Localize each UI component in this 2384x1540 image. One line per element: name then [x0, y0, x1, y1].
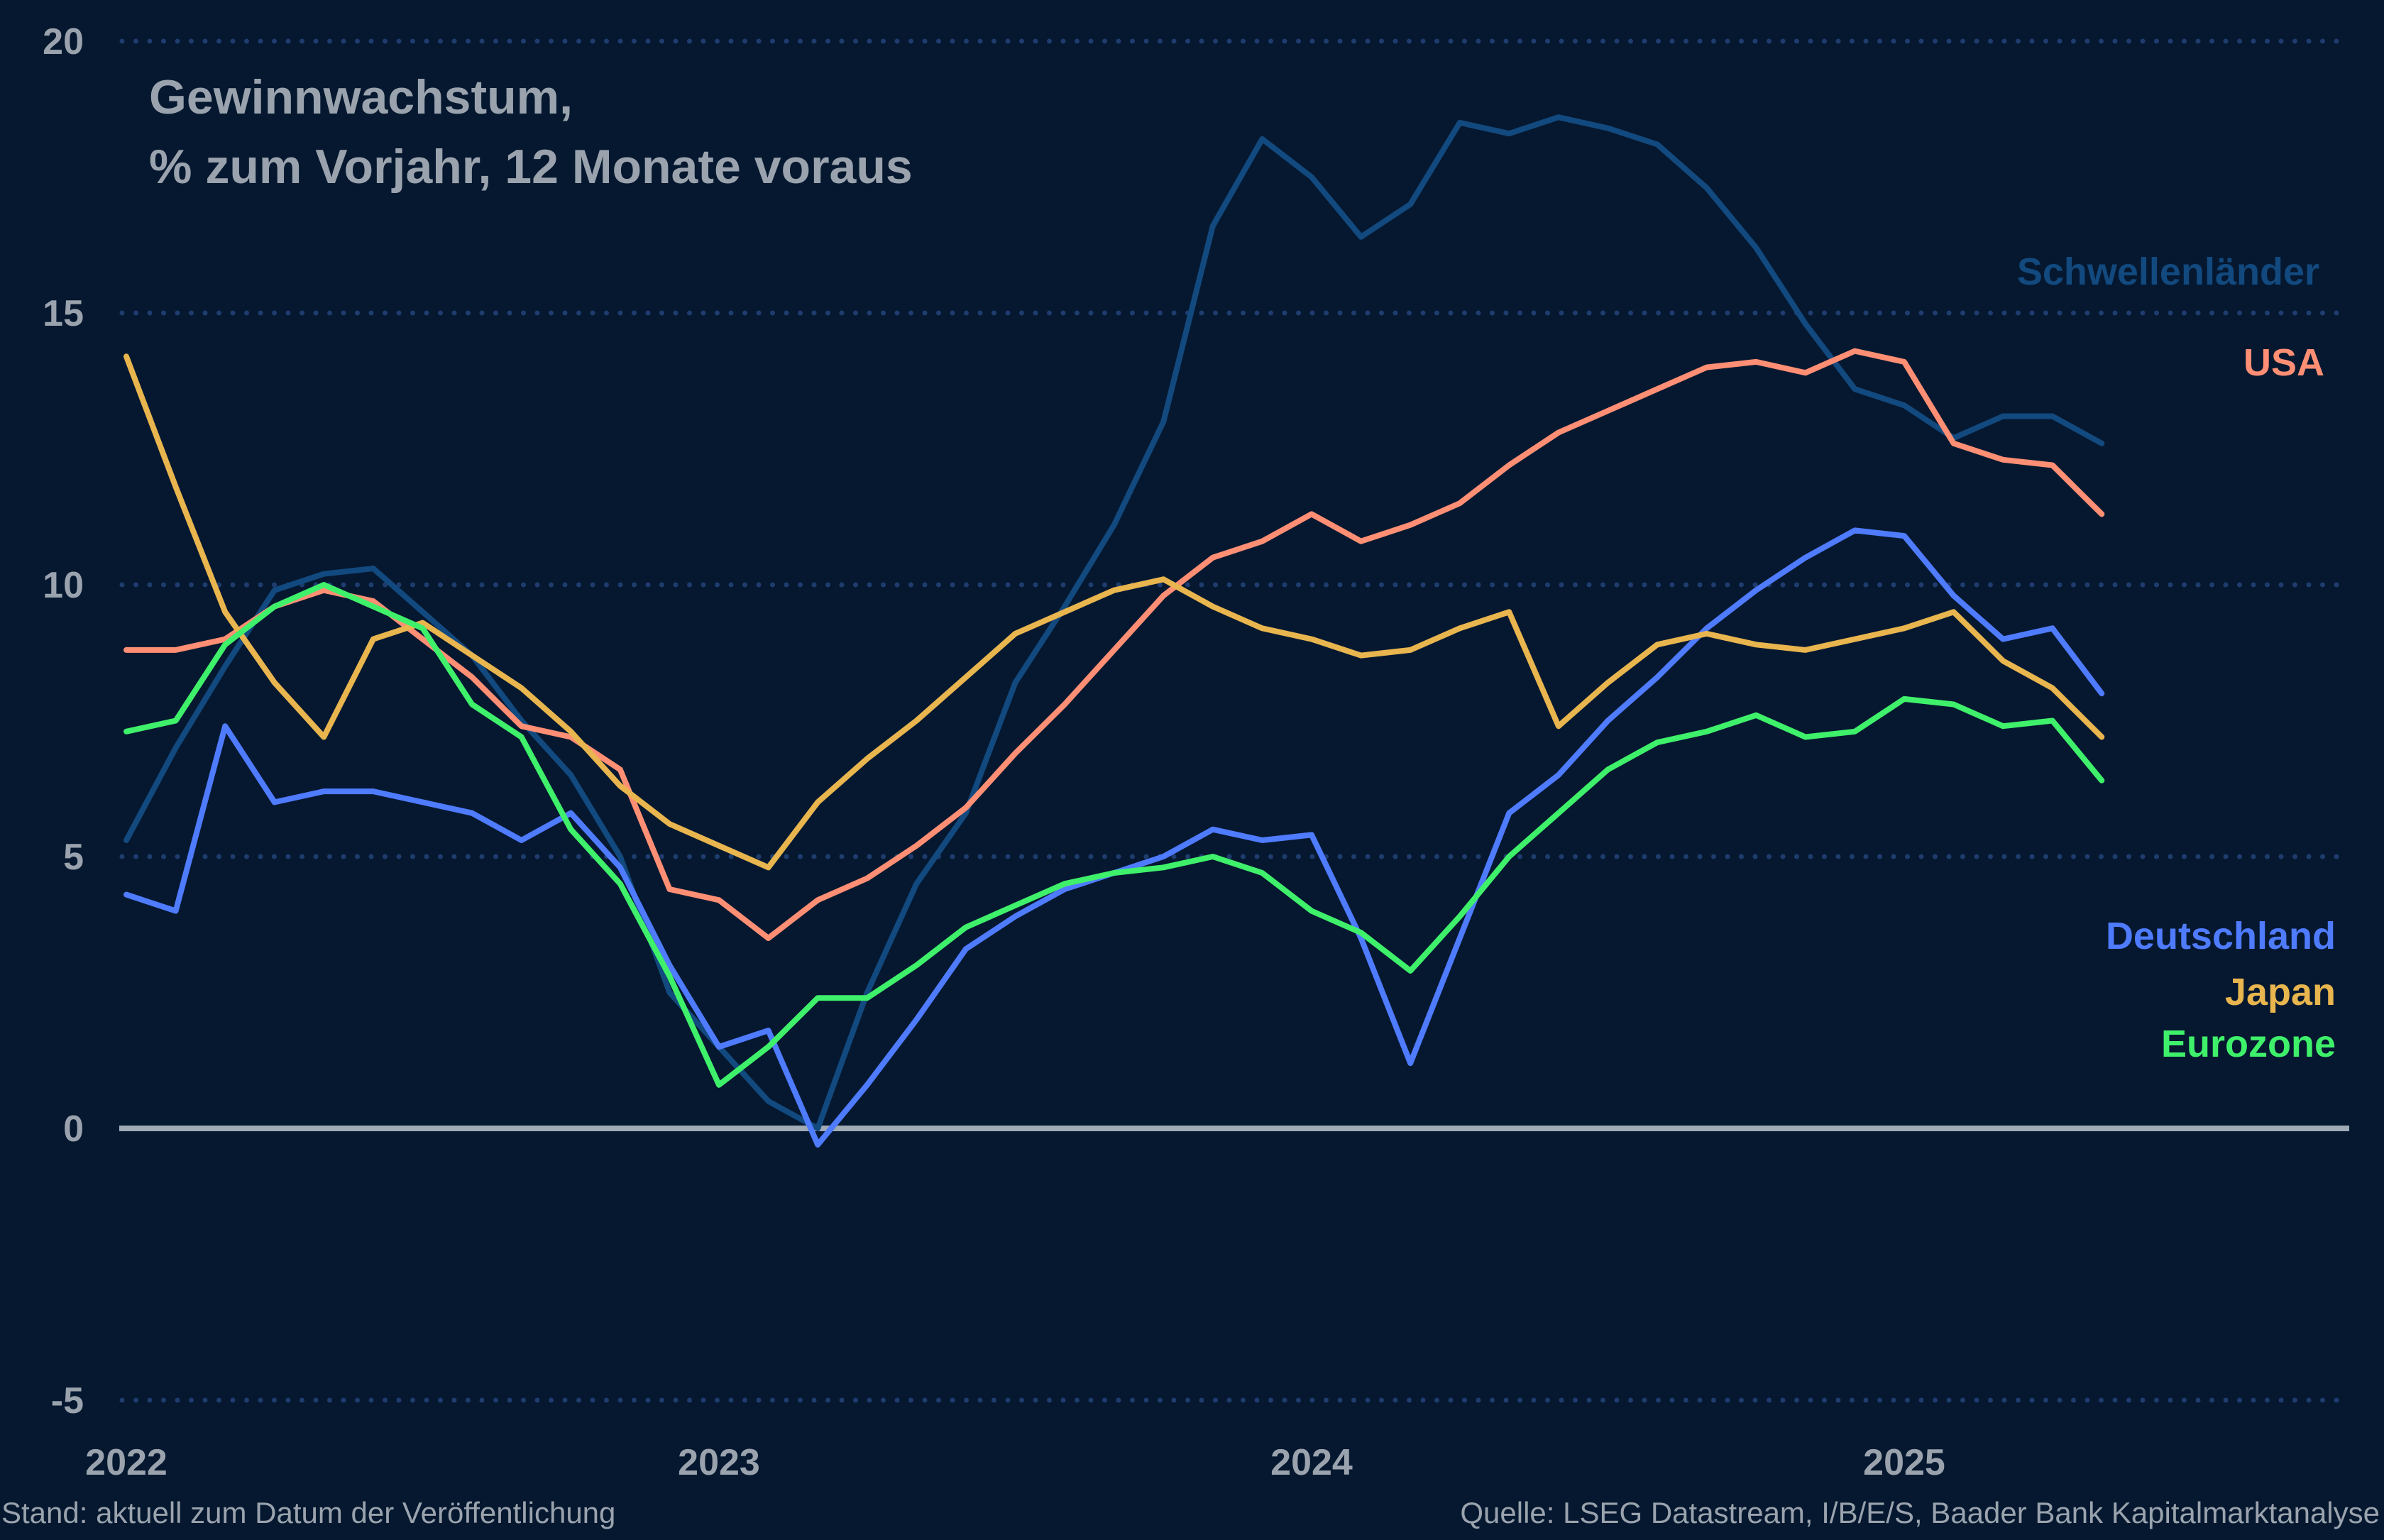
label-deutschland: Deutschland: [2105, 915, 2336, 957]
gridlines: [119, 38, 2352, 1403]
x-tick-label: 2025: [1863, 1442, 1945, 1483]
label-eurozone: Eurozone: [2160, 1023, 2336, 1065]
y-tick-label: 5: [63, 837, 84, 878]
x-tick-label: 2023: [678, 1442, 760, 1483]
series-lines: [123, 114, 2105, 1148]
chart-title-line-2: % zum Vorjahr, 12 Monate voraus: [149, 140, 913, 194]
footer-date-note: Stand: aktuell zum Datum der Veröffentli…: [1, 1496, 616, 1529]
label-usa: USA: [2243, 341, 2324, 384]
chart-title-line-1: Gewinnwachstum,: [149, 70, 573, 124]
series-line-usa: [123, 348, 2105, 941]
label-schwellenlaender: Schwellenländer: [2016, 251, 2319, 293]
y-tick-label: 15: [43, 293, 84, 334]
footer-source: Quelle: LSEG Datastream, I/B/E/S, Baader…: [1460, 1496, 2380, 1529]
y-tick-label: 0: [63, 1109, 84, 1150]
y-tick-label: 10: [43, 565, 84, 606]
y-tick-label: -5: [51, 1380, 84, 1421]
y-tick-label: 20: [43, 21, 84, 62]
x-tick-label: 2024: [1270, 1442, 1353, 1483]
series-line-eurozone: [123, 582, 2105, 1088]
chart-title: Gewinnwachstum, % zum Vorjahr, 12 Monate…: [149, 62, 913, 202]
series-line-japan: [123, 353, 2105, 871]
label-japan: Japan: [2224, 971, 2336, 1013]
y-axis-ticks: 20 15 10 5 0 -5: [43, 21, 84, 1421]
x-axis-ticks: 2022 2023 2024 2025: [85, 1442, 1945, 1483]
x-tick-label: 2022: [85, 1442, 167, 1483]
series-line-schwellenlaender: [123, 114, 2105, 1131]
